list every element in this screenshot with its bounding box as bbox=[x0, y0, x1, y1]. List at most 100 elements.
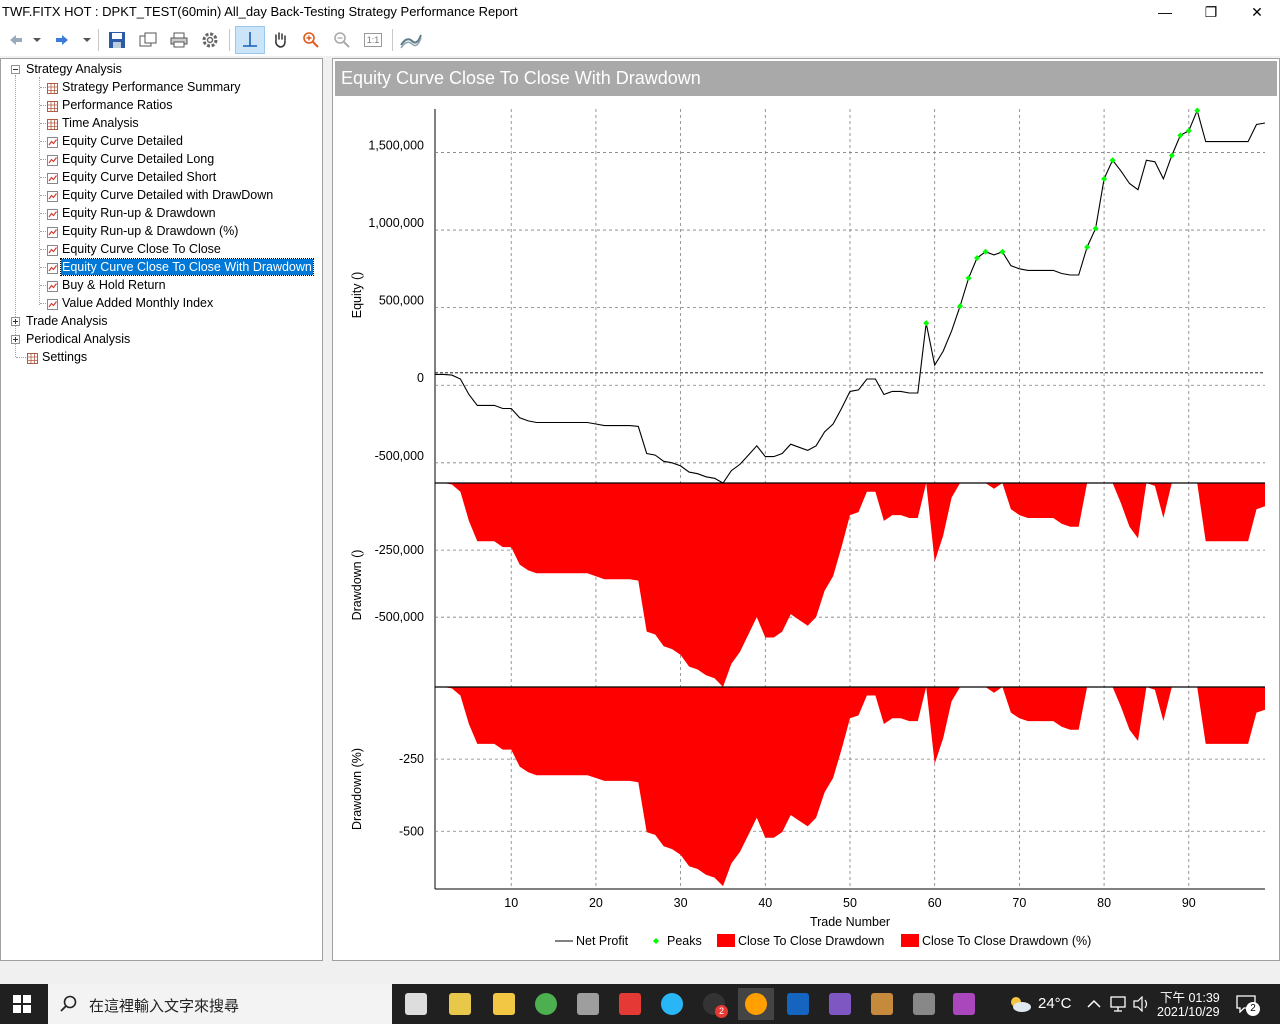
crosshair-tool-button[interactable] bbox=[235, 26, 265, 54]
tree-node-trade-analysis[interactable]: Trade Analysis bbox=[1, 312, 321, 330]
weather-cloud-icon[interactable] bbox=[1007, 994, 1033, 1014]
tree-node-settings[interactable]: Settings bbox=[1, 348, 321, 366]
print-button[interactable] bbox=[166, 27, 192, 53]
chart-style-button[interactable] bbox=[398, 27, 424, 53]
x-tick-label: 60 bbox=[928, 896, 942, 910]
copy-icon bbox=[139, 32, 157, 47]
x-tick-label: 40 bbox=[758, 896, 772, 910]
taskbar-search-box[interactable]: 在這裡輸入文字來搜尋 bbox=[48, 984, 392, 1024]
tree-guide-line bbox=[15, 75, 16, 357]
tree-node-strategy-analysis[interactable]: Strategy Analysis bbox=[1, 60, 321, 78]
start-button[interactable] bbox=[4, 988, 40, 1020]
report-tree: Strategy Analysis Strategy Performance Su… bbox=[0, 58, 323, 961]
tree-item[interactable]: Performance Ratios bbox=[1, 96, 321, 114]
tree-item[interactable]: Strategy Performance Summary bbox=[1, 78, 321, 96]
copy-button[interactable] bbox=[135, 27, 161, 53]
chart-report-icon bbox=[47, 297, 58, 310]
tree-item[interactable]: Equity Curve Detailed bbox=[1, 132, 321, 150]
tree-item[interactable]: Equity Curve Close To Close bbox=[1, 240, 321, 258]
multicharts-app-icon bbox=[745, 993, 767, 1015]
taskbar-app-button[interactable] bbox=[780, 988, 816, 1020]
expand-toggle-icon[interactable] bbox=[11, 317, 20, 326]
tree-connector bbox=[40, 159, 46, 160]
taskbar-app-button[interactable] bbox=[906, 988, 942, 1020]
pen-app-icon bbox=[449, 993, 471, 1015]
taskbar-app-button[interactable] bbox=[528, 988, 564, 1020]
tree-connector bbox=[40, 87, 46, 88]
collapse-toggle-icon[interactable] bbox=[11, 65, 20, 74]
chevron-up-icon[interactable] bbox=[1087, 999, 1101, 1009]
tree-connector bbox=[40, 303, 46, 304]
tree-connector bbox=[40, 105, 46, 106]
crosshair-cursor-icon bbox=[243, 32, 257, 47]
forward-button[interactable] bbox=[52, 27, 72, 53]
expand-toggle-icon[interactable] bbox=[11, 335, 20, 344]
tree-item-label: Equity Run-up & Drawdown bbox=[62, 206, 216, 220]
taskbar-app-button[interactable] bbox=[398, 988, 434, 1020]
forward-dropdown-button[interactable] bbox=[80, 27, 94, 53]
peak-marker bbox=[923, 320, 930, 327]
peak-marker bbox=[965, 275, 972, 282]
taskbar-app-button[interactable] bbox=[612, 988, 648, 1020]
taskbar-app-button[interactable] bbox=[738, 988, 774, 1020]
settings-button[interactable] bbox=[197, 27, 223, 53]
volume-icon[interactable] bbox=[1133, 996, 1151, 1012]
taskbar-app-button[interactable]: 2 bbox=[696, 988, 732, 1020]
tree-item[interactable]: Equity Curve Detailed Short bbox=[1, 168, 321, 186]
zoom-out-icon bbox=[334, 32, 350, 48]
back-button[interactable] bbox=[6, 27, 26, 53]
minimize-button[interactable]: — bbox=[1158, 4, 1172, 20]
search-icon bbox=[60, 995, 77, 1012]
pan-hand-icon bbox=[275, 32, 286, 48]
tree-item-label: Equity Curve Detailed bbox=[62, 134, 183, 148]
tree-item[interactable]: Value Added Monthly Index bbox=[1, 294, 321, 312]
toolbar-separator bbox=[229, 29, 230, 51]
taskbar-app-button[interactable] bbox=[486, 988, 522, 1020]
taskbar-app-button[interactable] bbox=[654, 988, 690, 1020]
legend-drawdown-pct-swatch bbox=[901, 934, 919, 947]
tree-item[interactable]: Equity Run-up & Drawdown (%) bbox=[1, 222, 321, 240]
tree-item[interactable]: Buy & Hold Return bbox=[1, 276, 321, 294]
pan-tool-button[interactable] bbox=[267, 27, 293, 53]
x-tick-label: 10 bbox=[504, 896, 518, 910]
tree-connector bbox=[40, 231, 46, 232]
zoom-reset-button[interactable]: 1:1 bbox=[360, 27, 386, 53]
tree-item[interactable]: Equity Curve Detailed Long bbox=[1, 150, 321, 168]
save-button[interactable] bbox=[104, 27, 130, 53]
equity-chart[interactable]: 1,500,000 1,000,000 500,000 0 -500,000 -250,0… bbox=[333, 95, 1279, 961]
tree-node-periodical-analysis[interactable]: Periodical Analysis bbox=[1, 330, 321, 348]
chart-panel: Equity Curve Close To Close With Drawdow… bbox=[332, 58, 1280, 961]
tree-connector bbox=[40, 267, 46, 268]
taskbar-app-button[interactable] bbox=[946, 988, 982, 1020]
weather-temperature[interactable]: 24°C bbox=[1038, 995, 1072, 1012]
toolbar: 1:1 bbox=[0, 24, 1280, 56]
chart-report-icon bbox=[47, 261, 58, 274]
notification-center-button[interactable]: 2 bbox=[1234, 992, 1264, 1018]
zoom-out-button[interactable] bbox=[329, 27, 355, 53]
back-dropdown-button[interactable] bbox=[30, 27, 44, 53]
print-icon bbox=[170, 32, 188, 48]
taskbar-app-button[interactable] bbox=[442, 988, 478, 1020]
chart-report-icon bbox=[47, 279, 58, 292]
tree-item[interactable]: Equity Run-up & Drawdown bbox=[1, 204, 321, 222]
close-to-close-drawdown-pct-area bbox=[435, 687, 1265, 887]
zoom-in-button[interactable] bbox=[298, 27, 324, 53]
table-grid-icon bbox=[47, 81, 58, 94]
y-tick-label: -500,000 bbox=[375, 610, 424, 624]
clock-date[interactable]: 2021/10/29 bbox=[1157, 1005, 1220, 1019]
legend-drawdown-swatch bbox=[717, 934, 735, 947]
taskbar-app-button[interactable] bbox=[864, 988, 900, 1020]
tree-item[interactable]: Time Analysis bbox=[1, 114, 321, 132]
network-icon[interactable] bbox=[1109, 996, 1127, 1012]
close-button[interactable]: ✕ bbox=[1251, 3, 1263, 20]
maximize-button[interactable]: ❐ bbox=[1204, 3, 1218, 20]
tree-item[interactable]: Equity Curve Detailed with DrawDown bbox=[1, 186, 321, 204]
toolbar-separator bbox=[98, 29, 99, 51]
y-tick-label: -500,000 bbox=[375, 449, 424, 463]
taskbar-app-button[interactable] bbox=[822, 988, 858, 1020]
taskbar-app-button[interactable] bbox=[570, 988, 606, 1020]
clock-time[interactable]: 下午 01:39 bbox=[1160, 991, 1220, 1005]
tree-item-label: Equity Curve Close To Close bbox=[62, 242, 221, 256]
peak-marker bbox=[957, 303, 964, 310]
tree-item[interactable]: Equity Curve Close To Close With Drawdow… bbox=[1, 258, 321, 276]
